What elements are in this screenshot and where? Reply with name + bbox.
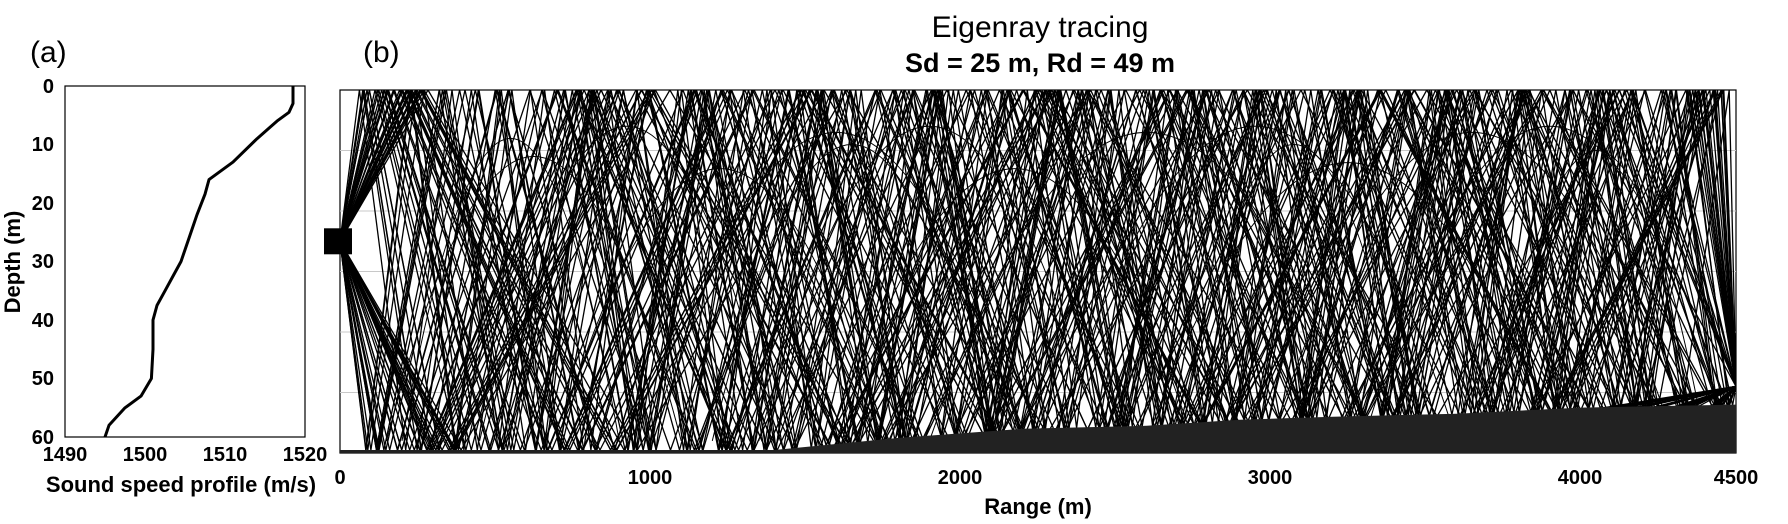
eigenray-arch bbox=[1177, 143, 1411, 441]
ssp-plot-frame bbox=[64, 85, 306, 438]
ssp-y-tick-20: 20 bbox=[32, 193, 54, 215]
eigenray-path bbox=[340, 90, 1736, 452]
ray-x-tick-1000: 1000 bbox=[628, 467, 673, 489]
panel-b: (b) Eigenray tracing Sd = 25 m, Rd = 49 … bbox=[324, 11, 1758, 519]
eigenray-arch bbox=[556, 168, 884, 442]
eigenray-path bbox=[340, 90, 1736, 451]
eigenray-path bbox=[340, 90, 1736, 452]
ray-x-tick-0: 0 bbox=[334, 467, 345, 489]
chart-subtitle: Sd = 25 m, Rd = 49 m bbox=[905, 48, 1175, 78]
eigenray-arch bbox=[758, 125, 1101, 442]
panel-a: (a) 0 10 20 30 40 50 60 1490 1500 1510 1… bbox=[0, 36, 327, 497]
eigenray-path bbox=[340, 90, 1736, 451]
eigenray-path bbox=[340, 90, 1736, 452]
source-marker bbox=[324, 228, 352, 255]
ssp-x-tick-1500: 1500 bbox=[123, 444, 168, 466]
eigenray-path bbox=[340, 90, 1736, 453]
eigenray-arch bbox=[928, 131, 1365, 442]
ssp-y-tick-0: 0 bbox=[43, 76, 54, 98]
eigenray-path bbox=[340, 90, 1736, 452]
eigenray-path bbox=[340, 90, 1736, 452]
eigenray-arch bbox=[1363, 125, 1736, 442]
eigenray-path bbox=[340, 90, 1736, 452]
ssp-y-tick-30: 30 bbox=[32, 251, 54, 273]
ssp-x-tick-1520: 1520 bbox=[283, 444, 328, 466]
eigenray-path bbox=[340, 90, 1736, 451]
eigenray-arch bbox=[649, 131, 1023, 442]
eigenray-path bbox=[340, 90, 1736, 452]
ssp-x-axis-label: Sound speed profile (m/s) bbox=[46, 472, 316, 497]
panel-b-label: (b) bbox=[363, 36, 400, 69]
ray-x-axis-label: Range (m) bbox=[984, 494, 1092, 519]
ssp-x-tick-1490: 1490 bbox=[43, 444, 88, 466]
ssp-y-ticks: 0 10 20 30 40 50 60 bbox=[32, 76, 54, 449]
ray-x-tick-3000: 3000 bbox=[1248, 467, 1293, 489]
eigenray-arch bbox=[479, 126, 775, 442]
eigenray-path bbox=[340, 90, 1736, 451]
eigenray-arch bbox=[1053, 125, 1458, 442]
panel-a-label: (a) bbox=[30, 36, 67, 69]
seabed-bathymetry bbox=[340, 404, 1736, 453]
eigenray-path bbox=[340, 90, 1736, 452]
ssp-y-axis-label: Depth (m) bbox=[0, 211, 25, 314]
ssp-y-tick-60: 60 bbox=[32, 427, 54, 449]
eigenray-path bbox=[340, 90, 1736, 452]
ssp-y-tick-50: 50 bbox=[32, 368, 54, 390]
eigenray-arch bbox=[1270, 131, 1675, 442]
eigenray-path bbox=[340, 90, 1736, 453]
eigenray-path bbox=[340, 90, 1736, 452]
ssp-y-tick-10: 10 bbox=[32, 134, 54, 156]
eigenray-path bbox=[340, 90, 1736, 452]
eigenray-path bbox=[340, 90, 1736, 452]
ray-x-tick-4500: 4500 bbox=[1714, 467, 1759, 489]
eigenray-arch bbox=[1487, 150, 1706, 441]
ray-x-ticks: 0 1000 2000 3000 4000 4500 bbox=[334, 467, 1758, 489]
eigenray-arch bbox=[711, 144, 992, 442]
eigenray-path bbox=[340, 90, 1736, 453]
chart-title: Eigenray tracing bbox=[932, 11, 1149, 44]
eigenray-arch bbox=[386, 156, 682, 442]
eigenray-arch bbox=[835, 168, 1194, 442]
ssp-x-ticks: 1490 1500 1510 1520 bbox=[43, 444, 328, 466]
ray-x-tick-2000: 2000 bbox=[938, 467, 983, 489]
ssp-x-tick-1510: 1510 bbox=[203, 444, 248, 466]
eigenray-path bbox=[340, 90, 1736, 452]
sound-speed-profile-line bbox=[103, 86, 295, 438]
eigenray-arch bbox=[1146, 162, 1551, 442]
ray-x-tick-4000: 4000 bbox=[1558, 467, 1603, 489]
ssp-y-tick-40: 40 bbox=[32, 310, 54, 332]
eigenray-arch bbox=[401, 137, 620, 441]
